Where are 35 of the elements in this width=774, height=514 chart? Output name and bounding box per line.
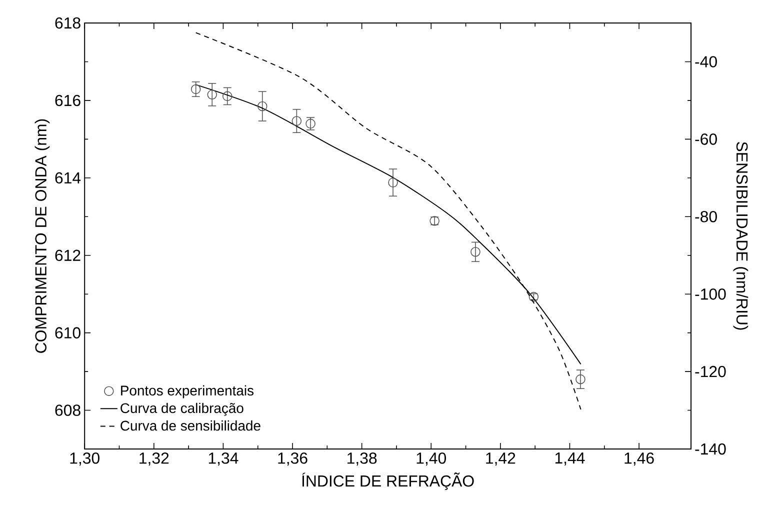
point <box>222 91 232 102</box>
point <box>292 116 302 126</box>
y-tick-label: 608 <box>55 404 80 416</box>
x-tick-label: 1,30 <box>70 452 100 466</box>
x-axis-title: ÍNDICE DE REFRAÇÃO <box>302 472 474 490</box>
y-tick-label: 618 <box>55 17 80 29</box>
y2-axis-title: SENSIBILIDADE (nm/RIU) <box>733 142 748 330</box>
y-axis-title: COMPRIMENTO DE ONDA (nm) <box>34 119 50 353</box>
point <box>388 178 398 188</box>
y-tick-label: 612 <box>55 250 80 262</box>
y-tick-label: 616 <box>55 94 80 106</box>
y2-tick-label: -40 <box>695 56 717 68</box>
x-tick-label: 1,42 <box>486 452 516 466</box>
point <box>190 84 201 94</box>
y2-tick-label: -140 <box>695 443 726 455</box>
x-tick-label: 1,40 <box>416 452 446 466</box>
x-tick-label: 1,36 <box>278 452 308 466</box>
y-tick-label: 614 <box>55 172 81 184</box>
x-tick-label: 1,38 <box>348 452 377 466</box>
x-tick-label: 1,32 <box>140 452 169 466</box>
legend-label: Curva de sensibilidade <box>120 420 260 431</box>
y2-tick-label: -100 <box>695 288 726 300</box>
y2-tick-label: -120 <box>695 366 726 378</box>
x-tick-label: 1,34 <box>208 452 238 466</box>
y-tick-label: 610 <box>55 327 80 338</box>
point <box>207 90 217 100</box>
x-tick-label: 1,44 <box>555 452 585 466</box>
y2-tick-label: -80 <box>695 210 717 222</box>
legend-label: Pontos experimentais <box>121 385 254 398</box>
legend-label: Curva de calibração <box>120 402 244 416</box>
y2-tick-label: -60 <box>695 134 717 145</box>
point <box>576 374 586 384</box>
point <box>257 101 268 112</box>
x-tick-label: 1,46 <box>624 452 654 466</box>
point <box>470 246 480 257</box>
